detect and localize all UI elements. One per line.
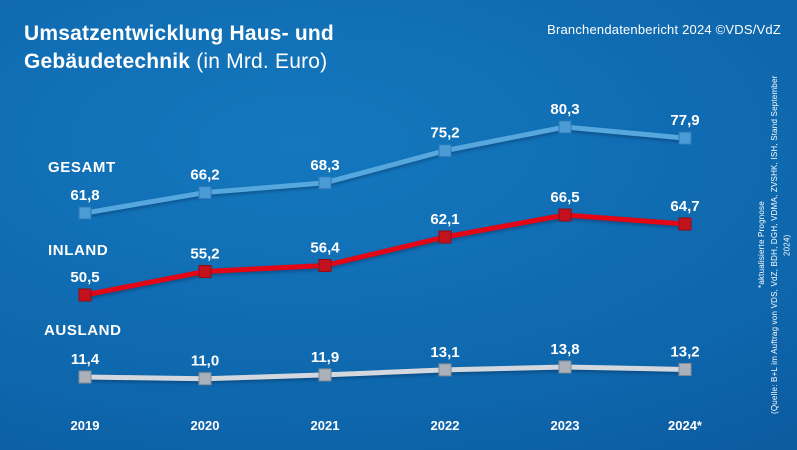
inland-value-label-2023: 66,5 [550,189,579,206]
ausland-value-label-2022: 13,1 [430,344,459,361]
gesamt-marker-2020 [198,186,212,200]
x-axis-label-2020: 2020 [191,418,220,433]
gesamt-value-label-2020: 66,2 [190,167,219,184]
gesamt-marker-2024* [678,131,692,145]
x-axis-label-2021: 2021 [311,418,340,433]
inland-line [82,212,688,298]
gesamt-value-label-2024*: 77,9 [670,112,699,129]
gesamt-value-label-2022: 75,2 [430,125,459,142]
ausland-marker-2024* [678,362,692,376]
ausland-value-label-2020: 11,0 [191,353,219,370]
gesamt-marker-2021 [318,176,332,190]
ausland-value-label-2023: 13,8 [550,341,579,358]
ausland-value-label-2021: 11,9 [311,349,339,366]
x-axis-label-2019: 2019 [71,418,100,433]
inland-marker-2021 [318,259,332,272]
report-source-label: Branchendatenbericht 2024 ©VDS/VdZ [547,22,781,37]
inland-value-label-2019: 50,5 [70,269,99,286]
ausland-value-label-2019: 11,4 [71,351,100,368]
inland-marker-2024* [678,217,692,231]
series-label-gesamt: GESAMT [48,159,116,176]
gesamt-value-label-2019: 61,8 [70,187,99,204]
gesamt-line [82,124,688,216]
series-label-inland: INLAND [48,242,108,259]
page-title: Umsatzentwicklung Haus- und Gebäudetechn… [24,20,334,77]
title-line1: Umsatzentwicklung Haus- und [24,22,334,45]
gesamt-marker-2022 [438,144,452,158]
ausland-value-label-2024*: 13,2 [670,343,699,360]
inland-marker-2022 [438,230,452,244]
inland-value-label-2020: 55,2 [190,246,219,263]
inland-marker-2019 [78,288,92,302]
gesamt-value-label-2023: 80,3 [550,101,579,118]
gesamt-marker-2023 [558,120,572,134]
title-line2-light: (in Mrd. Euro) [196,50,328,74]
x-axis-label-2023: 2023 [551,418,580,433]
inland-value-label-2022: 62,1 [430,211,459,228]
inland-marker-2023 [558,208,572,222]
gesamt-value-label-2021: 68,3 [310,157,339,174]
ausland-line [82,364,688,382]
title-line2-bold: Gebäudetechnik [24,50,191,74]
inland-marker-2020 [198,265,212,278]
ausland-marker-2020 [198,372,212,386]
ausland-marker-2021 [318,368,332,382]
ausland-marker-2023 [558,360,572,374]
inland-value-label-2021: 56,4 [310,240,340,257]
ausland-marker-2022 [438,363,452,377]
title-line2: Gebäudetechnik (in Mrd. Euro) [24,48,334,76]
gesamt-marker-2019 [78,206,92,220]
x-axis-label-2022: 2022 [431,418,460,433]
series-label-ausland: AUSLAND [44,322,122,339]
x-axis-label-2024*: 2024* [668,418,703,433]
inland-value-label-2024*: 64,7 [670,198,699,215]
ausland-marker-2019 [78,370,92,384]
